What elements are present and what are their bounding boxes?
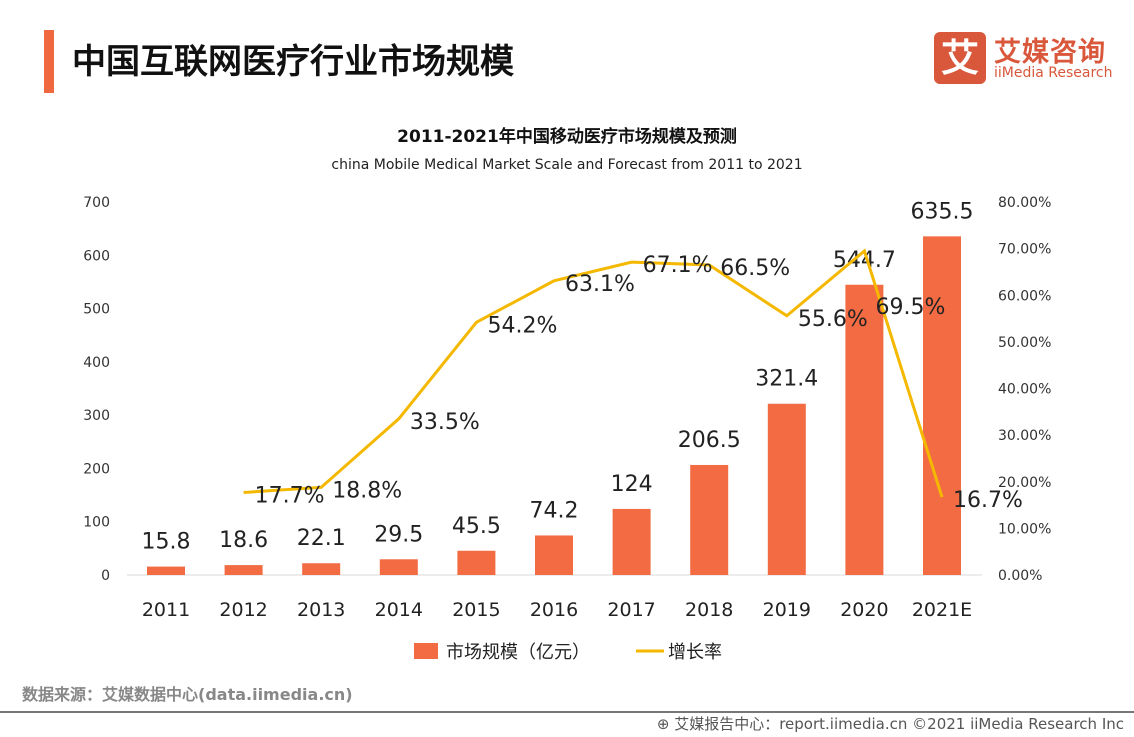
growth-rate-label: 18.8% xyxy=(332,478,402,503)
growth-rate-label: 63.1% xyxy=(565,272,635,297)
bar xyxy=(379,559,418,575)
bar-value-label: 15.8 xyxy=(142,530,191,555)
y-left-tick: 300 xyxy=(83,408,110,424)
bar-value-label: 206.5 xyxy=(678,428,741,453)
footer-text: ⊕ 艾媒报告中心：report.iimedia.cn ©2021 iiMedia… xyxy=(657,713,1124,734)
y-left-tick: 700 xyxy=(83,195,110,211)
x-tick-label: 2015 xyxy=(452,599,500,621)
x-tick-label: 2020 xyxy=(840,599,888,621)
bar xyxy=(690,464,729,575)
x-tick-label: 2011 xyxy=(142,599,190,621)
bar-value-label: 321.4 xyxy=(755,367,818,392)
logo-cn: 艾媒咨询 xyxy=(994,37,1106,68)
bar xyxy=(224,565,263,575)
y-left-tick: 200 xyxy=(83,461,110,477)
growth-rate-line xyxy=(243,248,944,498)
y-right-tick: 30.00% xyxy=(998,428,1051,444)
x-tick-label: 2017 xyxy=(607,599,655,621)
chart-title: 2011-2021年中国移动医疗市场规模及预测 xyxy=(397,127,737,147)
growth-rate-label: 16.7% xyxy=(953,488,1023,513)
x-tick-label: 2016 xyxy=(530,599,578,621)
y-right-tick: 80.00% xyxy=(998,195,1051,211)
footer-divider xyxy=(0,711,1134,713)
iimedia-logo: 艾 艾媒咨询 iiMedia Research xyxy=(934,32,1134,88)
y-right-tick: 60.00% xyxy=(998,288,1051,304)
bar xyxy=(302,563,341,575)
y-right-tick: 50.00% xyxy=(998,335,1051,351)
y-right-tick: 70.00% xyxy=(998,242,1051,258)
growth-rate-label: 55.6% xyxy=(798,307,868,332)
footer-report: 艾媒报告中心：report.iimedia.cn ©2021 iiMedia R… xyxy=(674,715,1124,733)
x-tick-label: 2013 xyxy=(297,599,345,621)
chart-subtitle: china Mobile Medical Market Scale and Fo… xyxy=(331,157,803,173)
legend-bar-label: 市场规模（亿元） xyxy=(446,642,590,663)
growth-rate-label: 54.2% xyxy=(487,313,557,338)
bar xyxy=(923,236,961,575)
y-left-tick: 600 xyxy=(83,248,110,264)
bar-value-label: 635.5 xyxy=(911,199,974,224)
growth-rate-label: 33.5% xyxy=(410,410,480,435)
source-note: 数据来源：艾媒数据中心(data.iimedia.cn) xyxy=(22,685,353,704)
y-left-tick: 400 xyxy=(83,355,110,371)
bar-value-label: 29.5 xyxy=(374,522,423,547)
growth-rate-label: 69.5% xyxy=(875,295,945,320)
y-right-tick: 10.00% xyxy=(998,521,1051,537)
x-tick-label: 2012 xyxy=(219,599,267,621)
globe-icon: ⊕ xyxy=(656,715,675,733)
bar xyxy=(612,508,651,575)
y-right-tick: 20.00% xyxy=(998,475,1051,491)
bar xyxy=(845,284,884,575)
bar-value-label: 124 xyxy=(611,472,653,497)
growth-rate-label: 17.7% xyxy=(255,483,325,508)
bar xyxy=(457,550,496,575)
bar-value-label: 22.1 xyxy=(297,526,346,551)
growth-rate-label: 67.1% xyxy=(643,253,713,278)
bar-value-label: 18.6 xyxy=(219,528,268,553)
y-right-tick: 40.00% xyxy=(998,382,1051,398)
x-tick-label: 2014 xyxy=(375,599,423,621)
bar xyxy=(147,566,185,575)
legend-bar-swatch xyxy=(414,643,438,659)
bar xyxy=(767,403,806,575)
y-right-tick: 0.00% xyxy=(998,568,1042,584)
legend-line-label: 增长率 xyxy=(668,642,722,663)
logo-en: iiMedia Research xyxy=(994,65,1113,81)
x-tick-label: 2019 xyxy=(763,599,811,621)
chart: 0 100 200 300 400 500 600 700 0.00% 10.00% 20.00% 3… xyxy=(83,195,1051,663)
x-tick-label: 2018 xyxy=(685,599,733,621)
logo-mark: 艾 xyxy=(934,32,986,84)
bar-value-label: 45.5 xyxy=(452,514,501,539)
y-left-tick: 0 xyxy=(101,568,110,584)
bar-value-label: 74.2 xyxy=(530,498,579,523)
growth-rate-label: 66.5% xyxy=(720,256,790,281)
bar xyxy=(535,535,573,575)
y-left-tick: 500 xyxy=(83,302,110,318)
y-left-tick: 100 xyxy=(83,515,110,531)
x-tick-label: 2021E xyxy=(912,599,972,621)
title-accent-bar xyxy=(44,30,54,93)
page-title: 中国互联网医疗行业市场规模 xyxy=(72,42,514,82)
